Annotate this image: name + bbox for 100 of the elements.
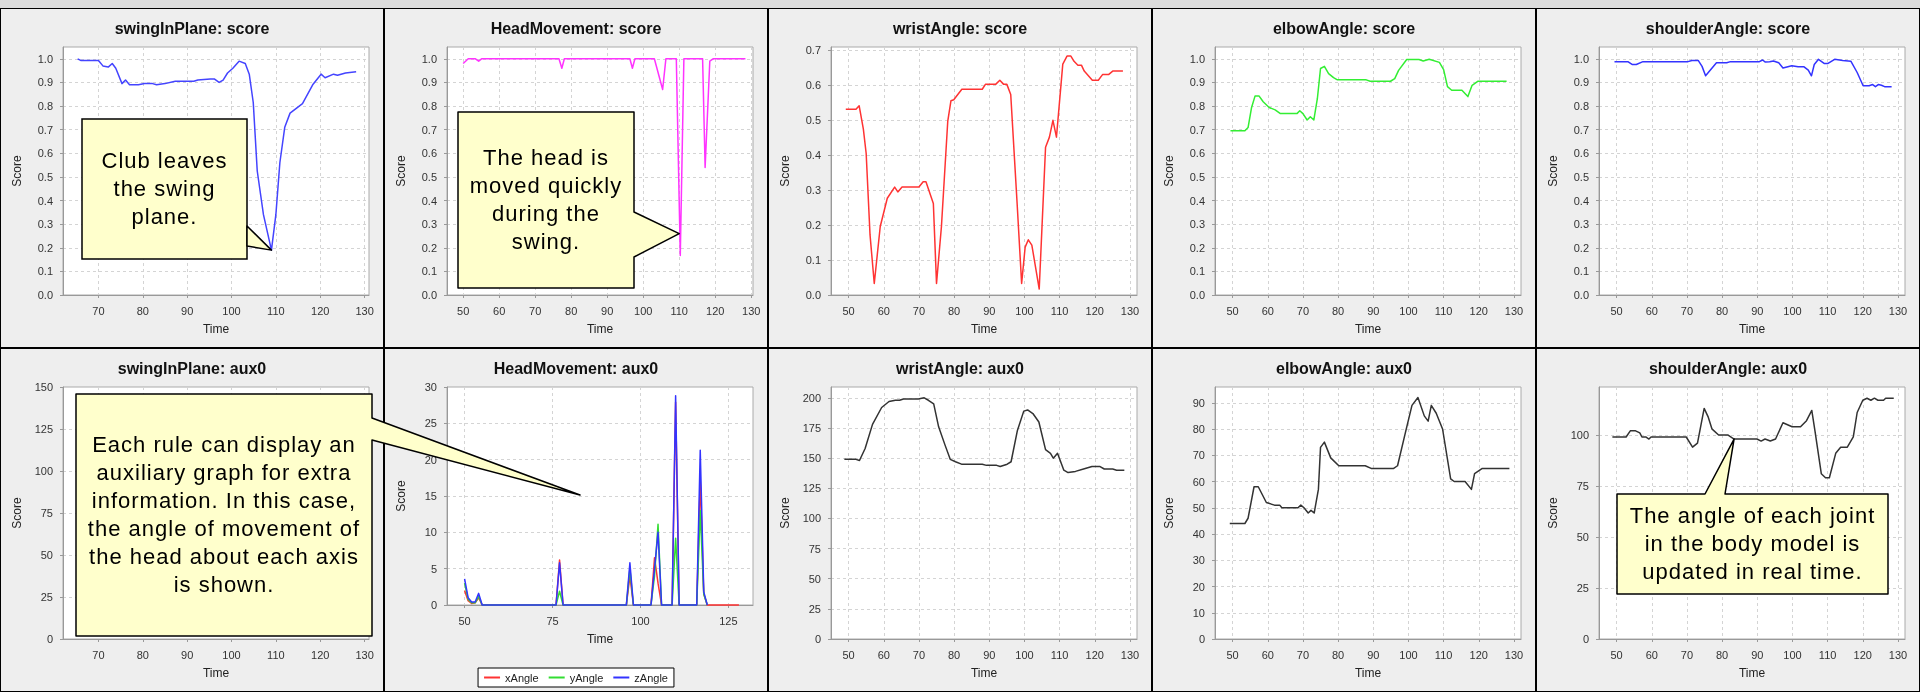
chart-title: HeadMovement: aux0 [493,359,659,377]
y-tick-label: 0.4 [37,194,53,207]
y-tick-label: 0.7 [1189,123,1205,136]
x-tick-label: 130 [1120,304,1140,317]
y-axis-title: Score [778,155,792,187]
x-tick-label: 100 [1015,304,1034,317]
y-tick-label: 0.3 [421,218,437,231]
x-tick-label: 75 [546,614,559,627]
x-tick-label: 80 [565,304,578,317]
y-tick-label: 150 [34,381,53,393]
x-tick-label: 70 [529,304,542,317]
y-tick-label: 0.3 [1189,218,1205,231]
y-tick-label: 15 [424,490,437,502]
x-axis-title: Time [586,632,614,646]
y-tick-label: 0.8 [421,100,437,113]
x-tick-label: 50 [458,614,471,627]
x-tick-label: 50 [842,304,855,317]
chart-title: wristAngle: aux0 [894,359,1025,377]
y-tick-label: 1.0 [1573,52,1589,65]
x-tick-label: 130 [1120,648,1140,661]
x-tick-label: 130 [355,648,374,661]
x-tick-label: 80 [136,648,149,661]
y-tick-label: 175 [802,422,821,434]
x-tick-label: 130 [1888,648,1908,661]
x-tick-label: 110 [1050,304,1069,317]
y-tick-label: 0.4 [421,194,437,207]
annotation: The angle of each joint in the body model is updated in real time. [1628,502,1877,586]
x-tick-label: 130 [1504,648,1524,661]
y-axis-title: Score [1162,155,1176,187]
y-tick-label: 0.2 [1573,241,1589,254]
chart-title: elbowAngle: score [1272,19,1416,37]
y-tick-label: 0.9 [1573,76,1589,89]
y-tick-label: 1.0 [1189,52,1205,65]
y-tick-label: 0.5 [37,170,53,183]
x-tick-label: 50 [1226,304,1239,317]
chart-title: swingInPlane: score [114,19,270,37]
legend-label: zAngle [634,671,668,684]
x-tick-label: 80 [1715,304,1729,317]
y-axis-title: Score [1162,497,1176,529]
x-tick-label: 90 [1751,304,1764,317]
y-tick-label: 0.0 [1573,289,1589,301]
y-tick-label: 0.5 [805,114,821,127]
y-tick-label: 60 [1192,475,1205,488]
y-tick-label: 0.0 [805,289,821,301]
y-axis-title: Score [394,480,408,512]
y-tick-label: 0 [430,599,437,611]
x-tick-label: 100 [631,614,650,627]
x-tick-label: 70 [92,304,105,317]
y-tick-label: 0.7 [805,44,821,57]
x-tick-label: 50 [1610,648,1623,661]
y-tick-label: 0.0 [37,289,53,301]
y-tick-label: 75 [808,542,821,555]
x-tick-label: 90 [181,304,194,317]
y-tick-label: 0.2 [37,241,53,254]
chart-title: HeadMovement: score [490,19,662,37]
x-axis-title: Time [1354,322,1382,336]
x-tick-label: 110 [267,648,285,661]
y-tick-label: 0.7 [37,123,53,136]
x-tick-label: 70 [92,648,105,661]
y-tick-label: 0 [1198,633,1205,645]
x-tick-label: 50 [1226,648,1239,661]
y-axis-title: Score [394,155,408,187]
x-tick-label: 70 [1296,648,1310,661]
x-axis-title: Time [970,322,998,336]
y-tick-label: 0.9 [1189,76,1205,89]
x-tick-label: 130 [742,304,761,317]
x-tick-label: 130 [355,304,374,317]
y-tick-label: 50 [1192,501,1205,514]
y-tick-label: 0.9 [37,76,53,89]
x-tick-label: 120 [1853,648,1872,661]
x-tick-label: 120 [1085,648,1104,661]
chart-title: swingInPlane: aux0 [117,359,267,377]
x-tick-label: 110 [267,304,285,317]
x-tick-label: 60 [1261,304,1274,317]
x-axis-title: Time [1738,666,1766,680]
y-tick-label: 0.2 [1189,241,1205,254]
y-axis-title: Score [1546,155,1560,187]
y-tick-label: 0.4 [1189,194,1205,207]
y-tick-label: 100 [34,465,53,477]
y-tick-label: 0 [1582,633,1589,645]
y-tick-label: 90 [1192,396,1205,409]
y-tick-label: 0.5 [1573,170,1589,183]
x-tick-label: 120 [706,304,725,317]
y-tick-label: 0.1 [1573,265,1589,278]
y-tick-label: 50 [1576,530,1589,543]
x-tick-label: 90 [1751,648,1764,661]
y-tick-label: 25 [40,591,53,603]
x-tick-label: 90 [1367,648,1380,661]
y-tick-label: 0.6 [37,147,53,160]
chart-title: elbowAngle: aux0 [1275,359,1413,377]
legend-label: xAngle [505,671,539,684]
y-tick-label: 150 [802,452,821,465]
x-axis-title: Time [1738,322,1766,336]
y-tick-label: 0.8 [37,100,53,113]
y-tick-label: 0.1 [1189,265,1205,278]
y-tick-label: 0.5 [421,170,437,183]
x-tick-label: 110 [1818,648,1837,661]
y-tick-label: 0.6 [1573,147,1589,160]
x-tick-label: 60 [1645,648,1658,661]
x-tick-label: 120 [1085,304,1104,317]
